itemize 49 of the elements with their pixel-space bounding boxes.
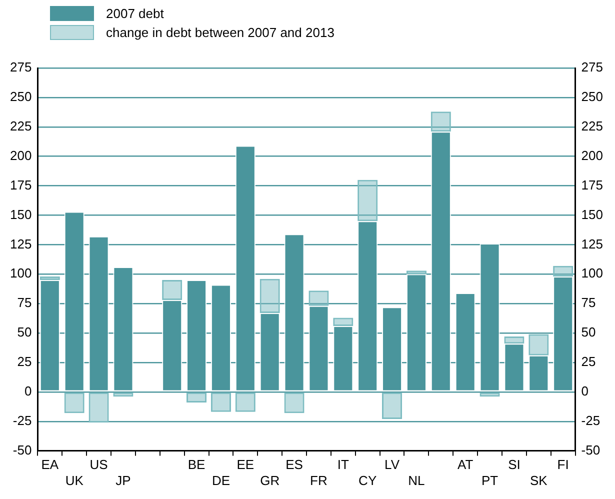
x-tick-label: SI	[508, 457, 520, 472]
x-tick-label: EE	[236, 457, 254, 472]
y-tick-label: 125	[10, 236, 32, 252]
y2-tick-label: 25	[581, 354, 596, 370]
y-tick-label: 175	[10, 177, 32, 192]
x-tick-label: EA	[41, 457, 59, 472]
y-tick-label: -50	[12, 442, 32, 458]
y2-tick-label: 225	[581, 118, 604, 134]
x-tick-label: PT	[481, 472, 498, 488]
y2-tick-label: 50	[581, 324, 596, 340]
y-tick-label: 275	[10, 60, 32, 75]
y-tick-label: 25	[17, 354, 32, 370]
y-tick-label: 150	[10, 206, 32, 222]
y-tick-label: 75	[17, 295, 32, 310]
x-tick-label: FR	[310, 472, 328, 488]
x-tick-label: AT	[458, 457, 474, 472]
y-tick-label: 50	[17, 324, 32, 340]
y-tick-label: 200	[10, 148, 32, 163]
y2-tick-label: 250	[581, 89, 604, 104]
y2-tick-label: 275	[581, 60, 604, 75]
y2-tick-label: 100	[581, 266, 604, 281]
x-tick-label: UK	[65, 472, 84, 488]
y2-tick-label: 0	[581, 383, 589, 398]
legend-label: change in debt between 2007 and 2013	[106, 25, 334, 40]
x-tick-label: SK	[530, 472, 548, 488]
y2-tick-label: 200	[581, 148, 604, 163]
y-tick-label: 100	[10, 266, 32, 281]
y2-tick-label: -25	[581, 412, 600, 428]
x-tick-label: US	[90, 457, 108, 472]
y2-tick-label: 125	[581, 236, 604, 252]
x-tick-label: IT	[337, 457, 349, 472]
x-tick-label: FI	[557, 457, 569, 472]
x-tick-label: ES	[286, 457, 304, 472]
y-tick-label: 225	[10, 118, 32, 134]
x-tick-label: DE	[212, 472, 230, 488]
x-tick-label: NL	[408, 472, 425, 488]
y2-tick-label: 175	[581, 177, 604, 192]
legend-label: 2007 debt	[106, 6, 164, 21]
x-tick-label: CY	[358, 472, 377, 488]
y2-tick-label: 75	[581, 295, 596, 310]
y-tick-label: -25	[12, 412, 32, 428]
y2-tick-label: -50	[581, 442, 600, 458]
y-tick-label: 0	[24, 383, 32, 398]
y2-tick-label: 150	[581, 206, 604, 222]
x-tick-label: LV	[384, 457, 400, 472]
x-tick-label: BE	[188, 457, 206, 472]
x-tick-label: JP	[116, 472, 131, 488]
x-tick-label: GR	[260, 472, 280, 488]
y-tick-label: 250	[10, 89, 32, 104]
